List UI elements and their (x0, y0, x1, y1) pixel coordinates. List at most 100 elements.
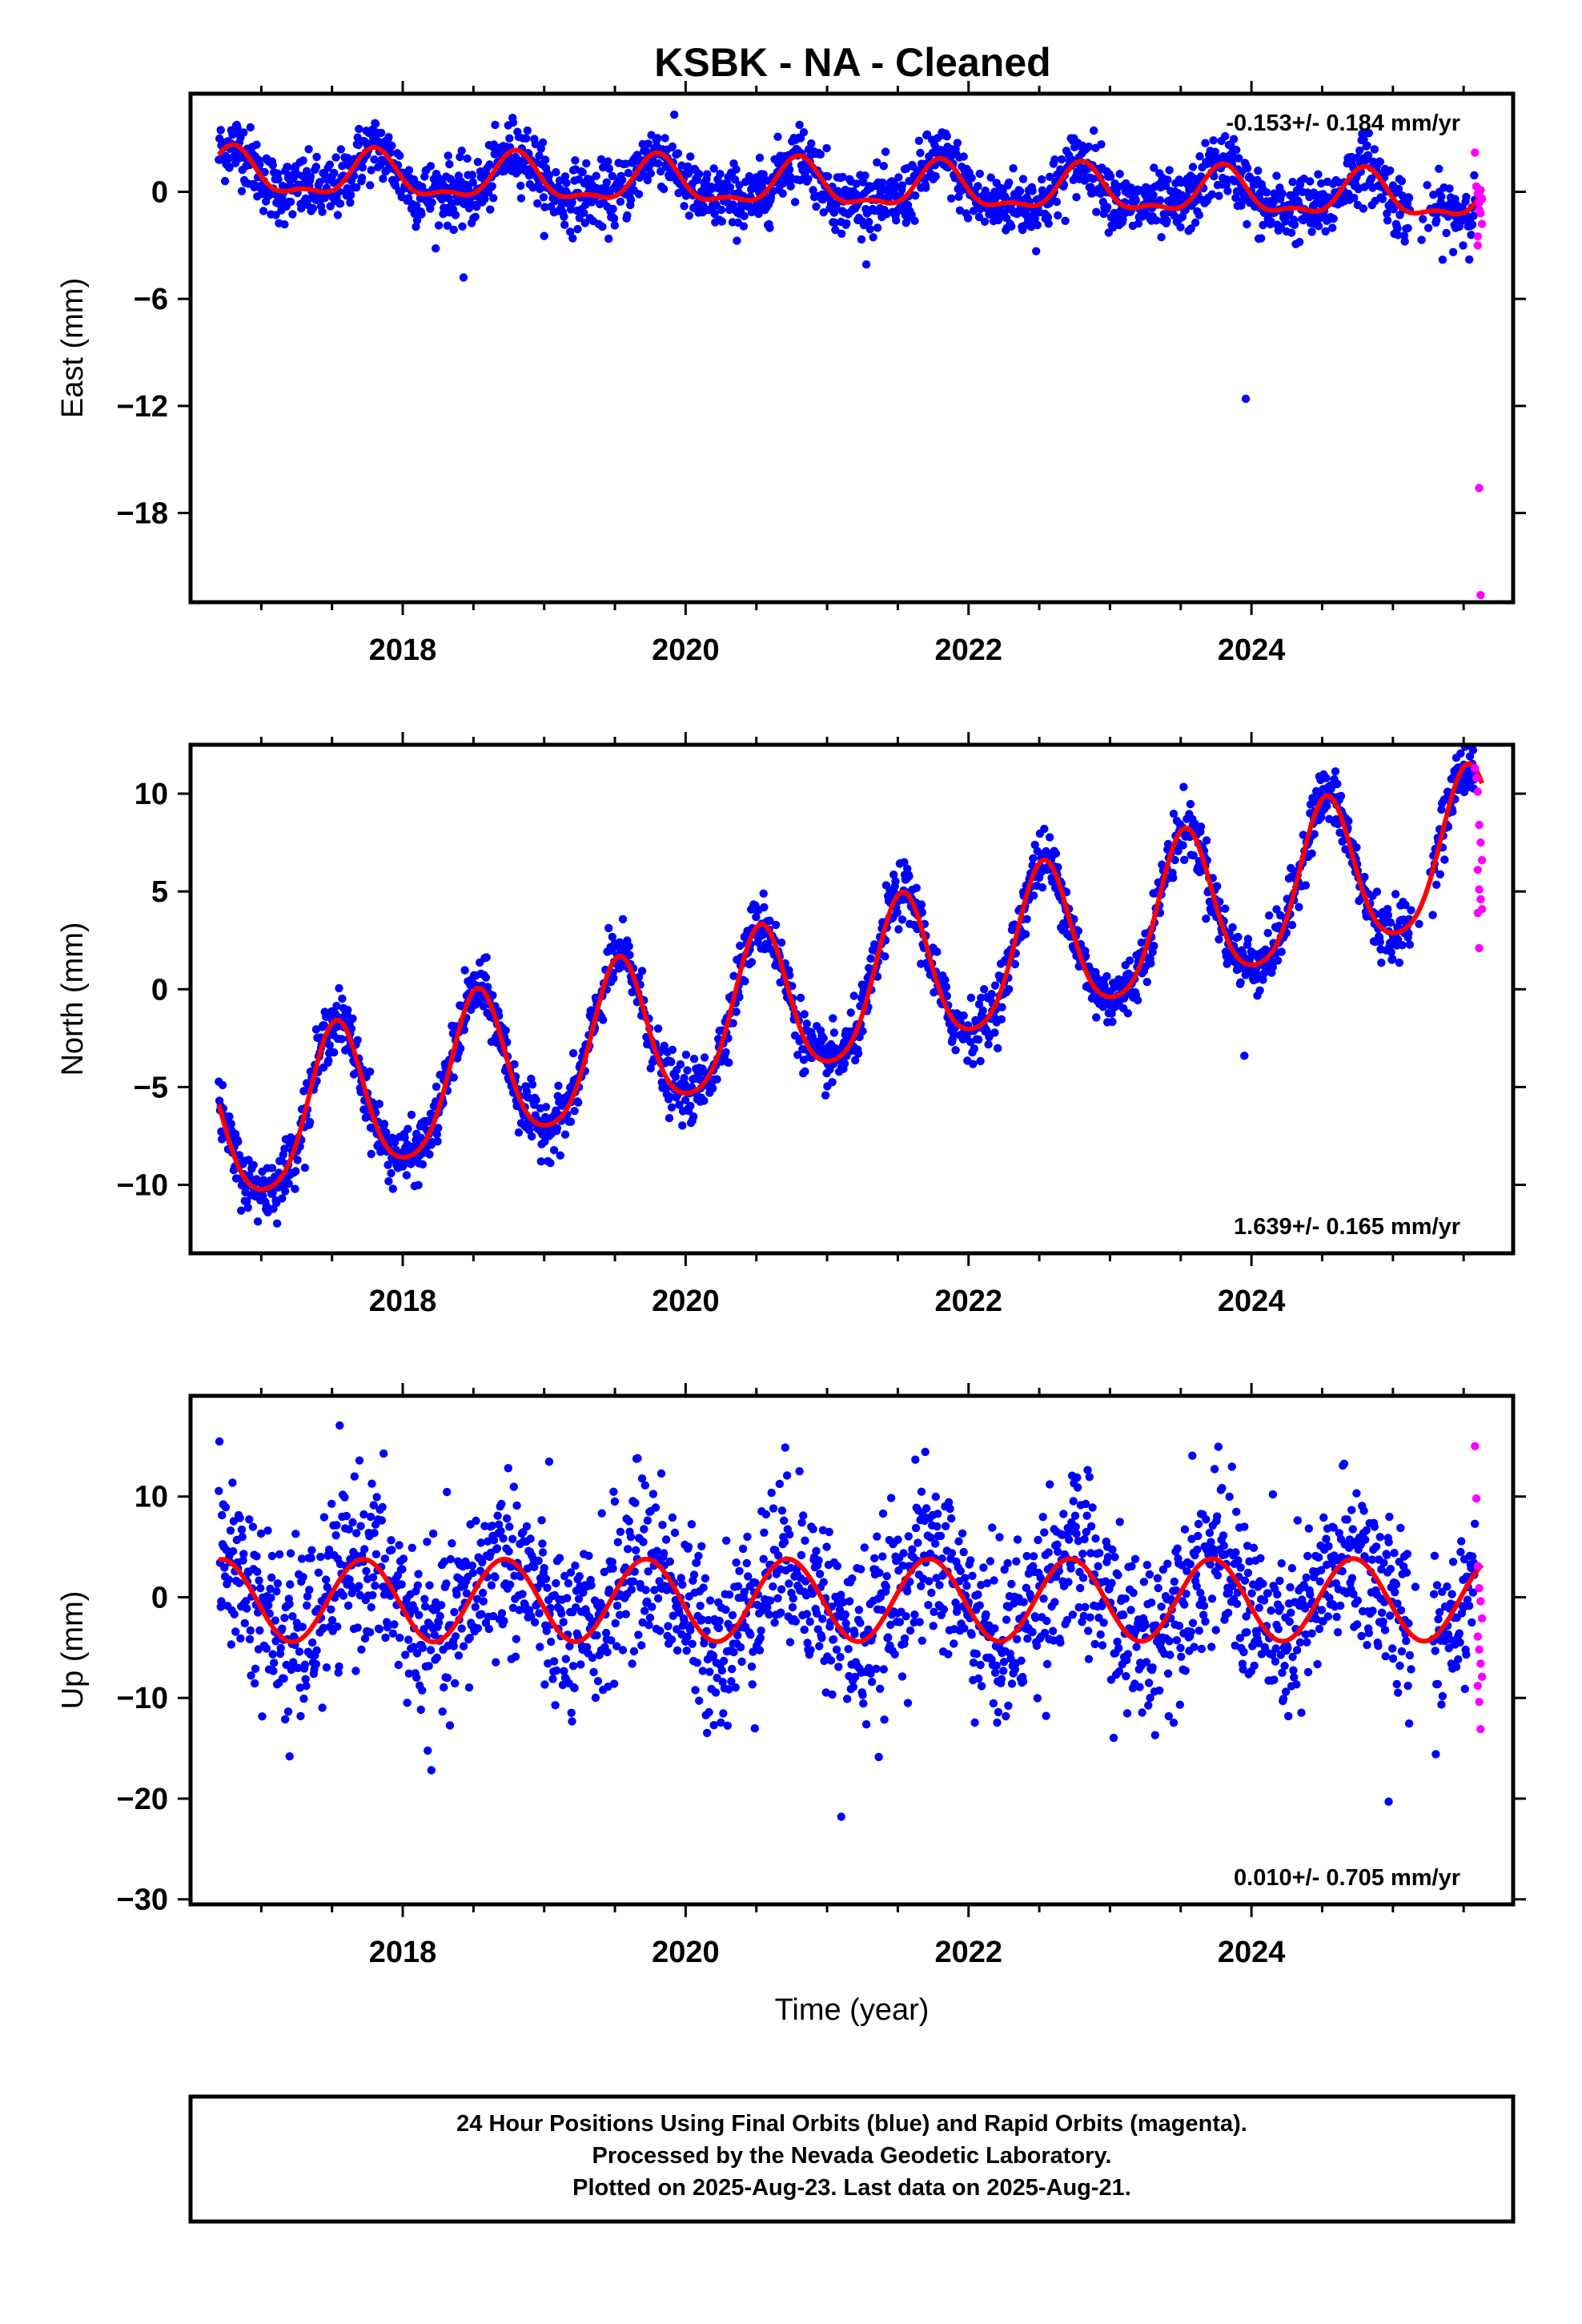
final-orbit-point (1054, 211, 1062, 220)
final-orbit-point (566, 227, 575, 236)
final-orbit-point (452, 1590, 461, 1599)
final-orbit-point (355, 1590, 364, 1600)
final-orbit-point (453, 197, 462, 206)
final-orbit-point (941, 975, 950, 984)
final-orbit-point (741, 977, 749, 986)
final-orbit-point (348, 1014, 357, 1023)
final-orbit-point (598, 222, 607, 231)
final-orbit-point (468, 171, 477, 179)
final-orbit-point (716, 170, 725, 179)
final-orbit-point (390, 1138, 400, 1147)
final-orbit-point (950, 1030, 958, 1039)
final-orbit-point (504, 1464, 512, 1473)
y-tick-label: 0 (151, 176, 168, 210)
final-orbit-point (346, 198, 355, 207)
final-orbit-point (283, 1707, 293, 1716)
final-orbit-point (1196, 822, 1206, 831)
final-orbit-point (889, 870, 898, 879)
final-orbit-point (1263, 928, 1272, 938)
final-orbit-point (225, 163, 234, 172)
final-orbit-point (286, 1580, 295, 1589)
final-orbit-point (227, 1640, 235, 1649)
final-orbit-point (715, 1616, 724, 1626)
final-orbit-point (546, 1159, 555, 1168)
final-orbit-point (256, 1584, 265, 1593)
y-tick-label: −12 (117, 390, 168, 424)
final-orbit-point (1429, 191, 1438, 199)
final-orbit-point (432, 244, 440, 253)
final-orbit-point (1377, 959, 1386, 967)
final-orbit-point (1170, 855, 1179, 865)
final-orbit-point (790, 198, 800, 207)
final-orbit-point (954, 192, 963, 201)
final-orbit-point (608, 1558, 616, 1566)
final-orbit-point (527, 1611, 536, 1621)
final-orbit-point (322, 1575, 331, 1584)
final-orbit-point (428, 198, 436, 207)
final-orbit-point (375, 1625, 383, 1634)
final-orbit-point (652, 1546, 661, 1555)
final-orbit-point (933, 947, 942, 956)
final-orbit-point (1310, 830, 1319, 838)
final-orbit-point (865, 217, 873, 227)
final-orbit-point (664, 1622, 673, 1630)
final-orbit-point (1372, 887, 1382, 896)
final-orbit-point (821, 1091, 830, 1100)
final-orbit-point (560, 1130, 570, 1139)
final-orbit-point (665, 1114, 674, 1123)
final-orbit-point (951, 1046, 960, 1055)
final-orbit-point (1046, 833, 1054, 842)
final-orbit-point (390, 1620, 399, 1629)
final-orbit-point (802, 1019, 811, 1028)
final-orbit-point (966, 993, 976, 1003)
final-orbit-point (246, 123, 255, 132)
final-orbit-point (252, 1552, 261, 1561)
final-orbit-point (892, 216, 901, 225)
final-orbit-point (304, 145, 313, 154)
final-orbit-point (543, 1583, 552, 1592)
final-orbit-point (540, 1680, 549, 1689)
final-orbit-point (371, 119, 380, 128)
final-orbit-point (728, 1610, 737, 1620)
final-orbit-point (698, 1667, 707, 1675)
final-orbit-point (557, 199, 567, 208)
final-orbit-point (710, 209, 719, 219)
final-orbit-point (743, 1532, 752, 1542)
final-orbit-point (404, 1669, 414, 1678)
final-orbit-point (735, 992, 744, 1002)
final-orbit-point (549, 1146, 559, 1155)
final-orbit-point (1150, 942, 1158, 951)
final-orbit-point (243, 1196, 251, 1206)
final-orbit-point (1026, 223, 1036, 231)
final-orbit-point (538, 1539, 547, 1548)
final-orbit-point (256, 1529, 266, 1538)
final-orbit-point (1364, 129, 1374, 138)
plot-area (215, 1421, 1487, 1821)
final-orbit-point (1202, 836, 1211, 845)
final-orbit-point (263, 1526, 272, 1535)
final-orbit-point (418, 1686, 427, 1695)
final-orbit-point (228, 1546, 238, 1556)
final-orbit-point (640, 1481, 649, 1490)
final-orbit-point (230, 1610, 239, 1618)
final-orbit-point (276, 1643, 285, 1653)
final-orbit-point (298, 1622, 307, 1631)
final-orbit-point (737, 1657, 746, 1667)
final-orbit-point (286, 1549, 295, 1558)
final-orbit-point (315, 178, 324, 187)
final-orbit-point (1465, 255, 1474, 264)
final-orbit-point (681, 1096, 690, 1104)
final-orbit-point (352, 1529, 361, 1538)
final-orbit-point (333, 211, 343, 219)
final-orbit-point (443, 1487, 452, 1497)
final-orbit-point (270, 1659, 279, 1667)
final-orbit-point (571, 1603, 580, 1612)
final-orbit-point (604, 1585, 614, 1594)
final-orbit-point (1146, 959, 1155, 968)
final-orbit-point (549, 1657, 559, 1666)
final-orbit-point (699, 1583, 708, 1592)
final-orbit-point (351, 1667, 360, 1675)
final-orbit-point (680, 1616, 689, 1626)
final-orbit-point (650, 1586, 659, 1594)
final-orbit-point (713, 1075, 721, 1084)
